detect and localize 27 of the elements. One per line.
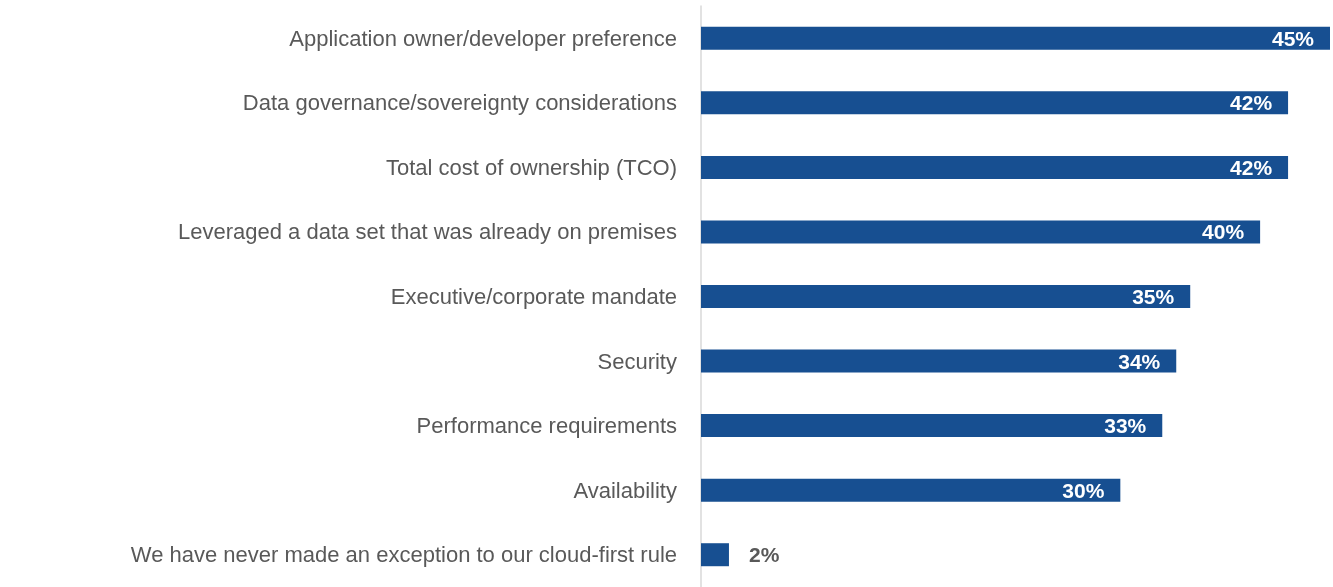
- bar: [701, 91, 1289, 115]
- data-label: 30%: [1062, 478, 1105, 502]
- y-tick-label: Total cost of ownership (TCO): [386, 154, 677, 180]
- bar: [701, 26, 1330, 50]
- bar: [701, 414, 1163, 438]
- y-tick-label: We have never made an exception to our cloud-first rule: [130, 542, 677, 568]
- data-label: 42%: [1230, 91, 1273, 115]
- y-tick-label: Availability: [573, 477, 677, 503]
- y-tick-label: Security: [597, 348, 677, 374]
- data-label: 33%: [1104, 414, 1147, 438]
- data-label: 42%: [1230, 155, 1273, 179]
- y-tick-label: Leveraged a data set that was already on premises: [178, 219, 677, 245]
- data-label: 34%: [1118, 349, 1161, 373]
- data-label: 35%: [1132, 285, 1175, 308]
- y-tick-label: Performance requirements: [416, 413, 677, 439]
- bar: [701, 349, 1177, 373]
- data-label: 45%: [1271, 26, 1315, 50]
- y-tick-label: Application owner/developer preference: [289, 25, 677, 51]
- data-label: 40%: [1202, 220, 1245, 244]
- bar: [701, 155, 1289, 179]
- bar: [701, 285, 1191, 308]
- y-tick-label: Executive/corporate mandate: [390, 284, 677, 309]
- bar: [701, 543, 729, 567]
- bar: [701, 478, 1121, 502]
- y-tick-label: Data governance/sovereignty considerations: [242, 90, 677, 116]
- bar: [701, 220, 1261, 244]
- data-label: 2%: [748, 543, 780, 567]
